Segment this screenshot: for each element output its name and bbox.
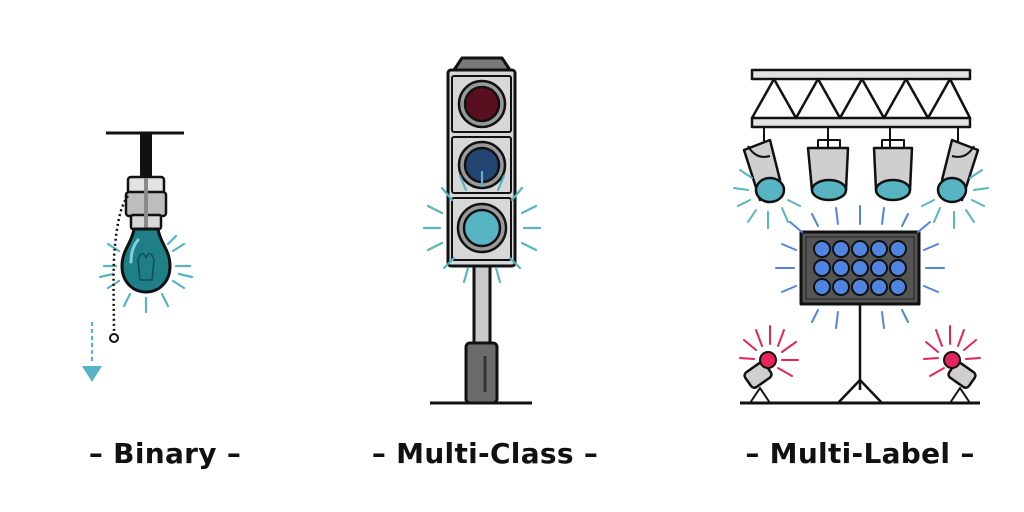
led-panel-lights bbox=[813, 240, 907, 296]
floor-spotlight-left bbox=[743, 351, 777, 404]
traffic-light-icon bbox=[422, 56, 542, 405]
multi-label-caption: – Multi-Label – bbox=[745, 437, 975, 470]
green-light-glow-rays bbox=[422, 170, 542, 284]
multi-class-caption: – Multi-Class – bbox=[371, 437, 599, 470]
spotlight-4 bbox=[936, 138, 980, 204]
pull-chain-light-bulb-icon bbox=[82, 131, 194, 382]
floor-spotlight-right bbox=[943, 351, 977, 404]
spotlight-1 bbox=[742, 138, 786, 204]
spotlight-3 bbox=[872, 139, 914, 202]
led-panel-glow-rays bbox=[775, 205, 945, 329]
binary-caption: – Binary – bbox=[88, 437, 242, 470]
stage-lighting-rig-icon bbox=[733, 68, 989, 405]
spotlight-2 bbox=[806, 139, 850, 202]
